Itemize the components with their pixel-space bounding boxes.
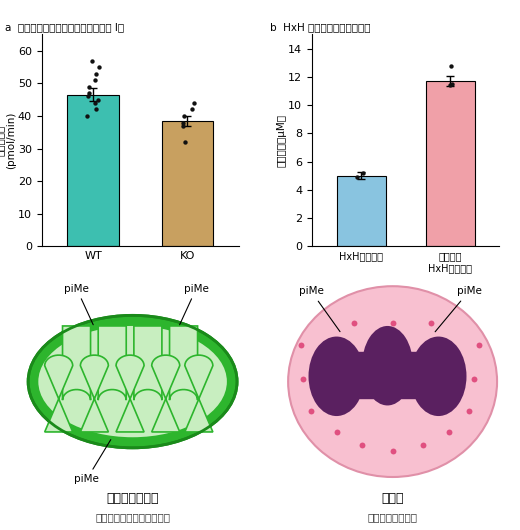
Text: 酸化的リン酸化活性の調節: 酸化的リン酸化活性の調節 (95, 512, 170, 522)
Point (470, 375, 478, 383)
Text: piMe: piMe (64, 284, 93, 325)
Ellipse shape (362, 326, 413, 405)
Ellipse shape (28, 315, 237, 448)
Polygon shape (398, 352, 428, 398)
Point (179, 118, 187, 127)
Bar (162, 121, 213, 246)
Polygon shape (81, 355, 108, 432)
Point (83, 92, 92, 101)
Point (92, 69, 100, 78)
Point (179, 121, 187, 130)
Text: a  ミトコンドリア呼吸活性（複合体 I）: a ミトコンドリア呼吸活性（複合体 I） (5, 22, 124, 32)
Polygon shape (134, 326, 162, 400)
Point (358, 441, 366, 449)
Point (445, 428, 453, 436)
Text: ミトコンドリア: ミトコンドリア (107, 492, 159, 505)
Text: piMe: piMe (179, 284, 209, 325)
Point (448, 80, 457, 88)
Polygon shape (98, 326, 126, 400)
Point (353, 173, 361, 181)
Point (90, 76, 99, 84)
Point (85, 82, 93, 91)
Point (359, 169, 368, 177)
Bar (336, 176, 385, 246)
Point (465, 407, 473, 415)
Point (419, 441, 427, 449)
Point (475, 340, 484, 349)
Point (350, 319, 359, 328)
Polygon shape (116, 355, 144, 432)
Text: 免疫・感染防御？: 免疫・感染防御？ (368, 512, 418, 522)
Bar (426, 81, 475, 246)
Point (181, 138, 189, 146)
Point (299, 375, 307, 383)
Point (87, 56, 96, 65)
Point (332, 428, 341, 436)
Point (90, 99, 99, 107)
Point (85, 89, 93, 98)
Polygon shape (347, 352, 378, 398)
Point (447, 61, 456, 70)
Text: piMe: piMe (74, 439, 111, 484)
Point (179, 112, 188, 120)
Point (95, 63, 103, 72)
Polygon shape (62, 326, 90, 400)
Ellipse shape (38, 326, 227, 437)
Text: 好中球: 好中球 (381, 492, 404, 505)
Point (388, 446, 397, 455)
Polygon shape (152, 355, 180, 432)
Y-axis label: 解離定数（μM）: 解離定数（μM） (277, 114, 287, 167)
Text: piMe: piMe (435, 286, 482, 332)
Ellipse shape (288, 286, 497, 477)
Point (446, 81, 454, 90)
Polygon shape (45, 355, 73, 432)
Point (388, 319, 397, 328)
Point (297, 340, 305, 349)
Ellipse shape (410, 337, 466, 416)
Text: piMe: piMe (298, 286, 340, 332)
Bar (68, 95, 119, 246)
Y-axis label: 酸素消費量
(pmol/min): 酸素消費量 (pmol/min) (0, 112, 16, 169)
Point (92, 105, 100, 114)
Polygon shape (185, 355, 213, 432)
Ellipse shape (308, 337, 365, 416)
Point (94, 95, 102, 104)
Point (83, 112, 91, 120)
Point (188, 105, 196, 114)
Text: b  HxH ペプチドと亜邉の結合: b HxH ペプチドと亜邉の結合 (270, 22, 371, 32)
Point (307, 407, 315, 415)
Point (426, 319, 435, 328)
Polygon shape (170, 326, 198, 400)
Point (189, 99, 198, 107)
